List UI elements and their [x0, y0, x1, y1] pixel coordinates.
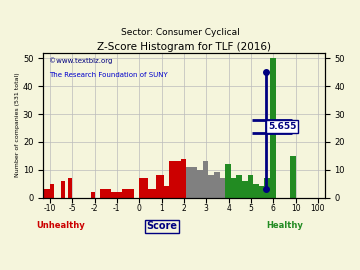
- Bar: [175, 161, 180, 198]
- Text: 5.655: 5.655: [268, 122, 296, 131]
- Bar: [50, 184, 54, 198]
- Bar: [164, 186, 169, 198]
- Bar: [248, 175, 253, 198]
- Y-axis label: Number of companies (531 total): Number of companies (531 total): [15, 73, 20, 177]
- Bar: [237, 175, 242, 198]
- Bar: [139, 178, 148, 198]
- Bar: [214, 173, 220, 198]
- Bar: [148, 189, 156, 198]
- Text: The Research Foundation of SUNY: The Research Foundation of SUNY: [49, 72, 167, 77]
- Bar: [192, 167, 197, 198]
- Bar: [220, 178, 225, 198]
- Bar: [180, 158, 186, 198]
- Title: Z-Score Histogram for TLF (2016): Z-Score Histogram for TLF (2016): [97, 42, 271, 52]
- Bar: [197, 170, 203, 198]
- Text: ©www.textbiz.org: ©www.textbiz.org: [49, 57, 112, 64]
- Text: Healthy: Healthy: [266, 221, 303, 230]
- Bar: [100, 189, 111, 198]
- Text: Sector: Consumer Cyclical: Sector: Consumer Cyclical: [121, 28, 239, 37]
- Bar: [169, 161, 175, 198]
- Text: Score: Score: [146, 221, 177, 231]
- Bar: [242, 181, 248, 198]
- Bar: [111, 192, 122, 198]
- Bar: [264, 178, 270, 198]
- Bar: [68, 178, 72, 198]
- Bar: [156, 175, 164, 198]
- Text: Unhealthy: Unhealthy: [37, 221, 85, 230]
- Bar: [186, 167, 192, 198]
- Bar: [290, 156, 296, 198]
- Bar: [41, 189, 50, 198]
- Bar: [231, 178, 237, 198]
- Bar: [91, 192, 95, 198]
- Bar: [203, 161, 208, 198]
- Bar: [208, 175, 214, 198]
- Bar: [225, 164, 231, 198]
- Bar: [253, 184, 259, 198]
- Bar: [61, 181, 66, 198]
- Bar: [270, 58, 276, 198]
- Bar: [122, 189, 134, 198]
- Bar: [259, 186, 264, 198]
